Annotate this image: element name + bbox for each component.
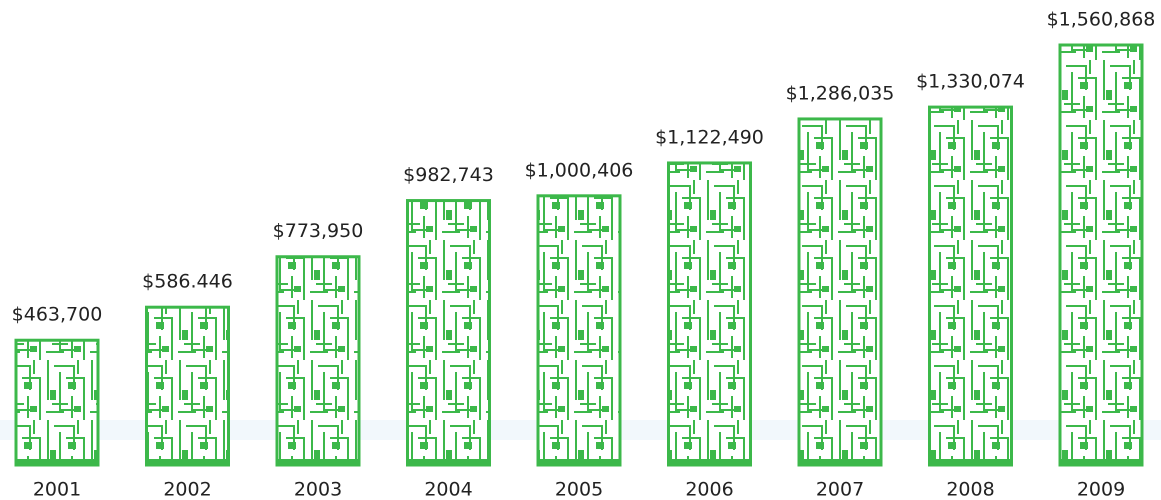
bar-base (408, 459, 490, 465)
value-label: $463,700 (12, 304, 103, 326)
bar (1060, 45, 1142, 465)
bar-base (277, 459, 359, 465)
bar (147, 307, 229, 465)
bar-base (799, 459, 881, 465)
value-label: $1,560,868 (1047, 9, 1156, 31)
value-label: $982,743 (403, 164, 494, 186)
bar-base (16, 459, 98, 465)
value-label: $1,122,490 (655, 126, 764, 148)
bar (408, 201, 490, 465)
value-label: $586.446 (142, 271, 233, 293)
bar-base (1060, 459, 1142, 465)
x-tick-label: 2005 (555, 479, 603, 500)
bar (277, 257, 359, 465)
x-tick-label: 2003 (294, 479, 342, 500)
bar-base (147, 459, 229, 465)
bar-base (538, 459, 620, 465)
value-label: $1,000,406 (525, 159, 634, 181)
value-label: $773,950 (273, 220, 364, 242)
x-tick-label: 2009 (1077, 479, 1125, 500)
bar (16, 340, 98, 465)
bar-base (930, 459, 1012, 465)
value-label: $1,286,035 (786, 82, 895, 104)
x-tick-label: 2008 (946, 479, 994, 500)
x-tick-label: 2006 (685, 479, 733, 500)
chart: 2001 $463,700 2002 $586.446 2003 $773,950 2004… (0, 0, 1161, 500)
x-tick-label: 2007 (816, 479, 864, 500)
bar (538, 196, 620, 465)
x-tick-label: 2002 (163, 479, 211, 500)
value-label: $1,330,074 (916, 71, 1025, 93)
bar-base (669, 459, 751, 465)
bar (799, 119, 881, 465)
x-tick-label: 2004 (424, 479, 472, 500)
bar (930, 107, 1012, 465)
bar (669, 163, 751, 465)
x-tick-label: 2001 (33, 479, 81, 500)
